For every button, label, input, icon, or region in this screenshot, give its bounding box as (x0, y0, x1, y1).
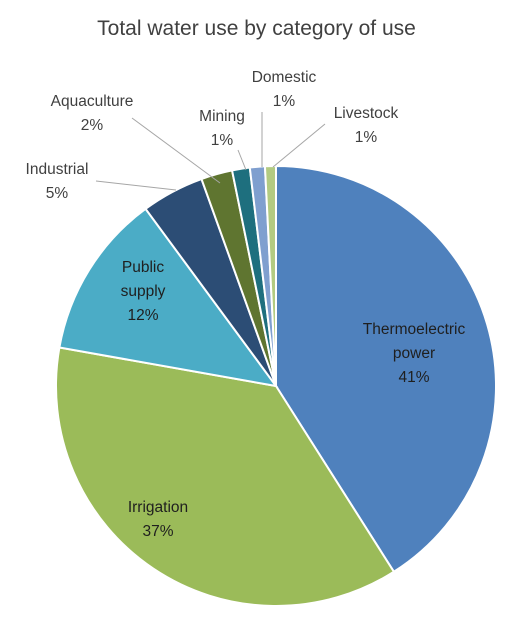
slice-label-domestic: Domestic 1% (252, 69, 317, 110)
pie-slice-irrigation (55, 346, 396, 607)
leader-line-mining (237, 149, 247, 171)
slice-name: Livestock (334, 105, 399, 122)
slice-percent: 37% (142, 523, 173, 540)
pie-slice-public-supply (58, 207, 279, 388)
chart-title: Total water use by category of use (97, 17, 416, 40)
leader-line-aquaculture (131, 117, 221, 184)
slice-percent: 2% (81, 117, 104, 134)
leader-line-industrial (95, 180, 177, 191)
slice-name: power (393, 345, 435, 362)
slice-label-livestock: Livestock 1% (334, 105, 399, 146)
slice-name: Aquaculture (51, 93, 134, 110)
pie-slice-livestock (263, 164, 277, 387)
slice-name: Domestic (252, 69, 317, 86)
leader-line-livestock (272, 123, 326, 168)
slice-percent: 12% (127, 307, 158, 324)
slice-label-irrigation: Irrigation 37% (128, 499, 188, 540)
slice-label-aquaculture: Aquaculture 2% (51, 93, 134, 134)
slice-name: Industrial (26, 161, 89, 178)
slice-percent: 1% (355, 129, 378, 146)
slice-label-mining: Mining 1% (199, 108, 245, 149)
slice-percent: 5% (46, 185, 69, 202)
pie-slice-thermoelectric-power (275, 164, 497, 574)
slice-label-industrial: Industrial 5% (26, 161, 89, 202)
slice-name: supply (121, 283, 166, 300)
slice-name: Public (122, 259, 164, 276)
slice-percent: 41% (398, 369, 429, 386)
slice-name: Thermoelectric (363, 321, 466, 338)
slice-percent: 1% (211, 132, 234, 149)
slice-name: Mining (199, 108, 245, 125)
slice-label-public-supply: Public supply 12% (121, 259, 166, 324)
slice-name: Irrigation (128, 499, 188, 516)
slice-label-thermoelectric-power: Thermoelectric power 41% (363, 321, 466, 386)
slice-percent: 1% (273, 93, 296, 110)
